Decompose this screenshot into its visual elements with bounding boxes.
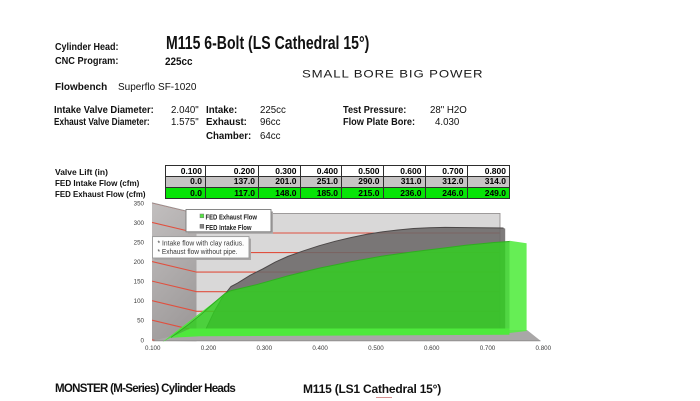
svg-text:0: 0: [141, 337, 145, 344]
svg-text:0.200: 0.200: [201, 345, 217, 352]
svg-text:150: 150: [134, 279, 145, 286]
svg-text:0.800: 0.800: [536, 345, 552, 352]
svg-text:200: 200: [134, 259, 145, 266]
svg-text:FED Intake Flow: FED Intake Flow: [206, 223, 252, 232]
svg-text:* Intake flow with clay radius: * Intake flow with clay radius.: [158, 239, 245, 248]
svg-text:0.100: 0.100: [145, 345, 161, 352]
svg-text:50: 50: [137, 318, 144, 325]
svg-text:100: 100: [134, 298, 145, 305]
svg-text:0.500: 0.500: [368, 345, 384, 352]
svg-text:0.400: 0.400: [312, 345, 328, 352]
svg-text:* Exhaust flow without pipe.: * Exhaust flow without pipe.: [158, 247, 238, 256]
svg-text:250: 250: [134, 240, 145, 247]
svg-text:300: 300: [134, 220, 145, 227]
svg-text:0.700: 0.700: [480, 345, 496, 352]
svg-text:FED Exhaust Flow: FED Exhaust Flow: [206, 213, 258, 222]
svg-text:350: 350: [134, 200, 145, 207]
svg-text:0.300: 0.300: [257, 345, 273, 352]
svg-text:0.600: 0.600: [424, 345, 440, 352]
